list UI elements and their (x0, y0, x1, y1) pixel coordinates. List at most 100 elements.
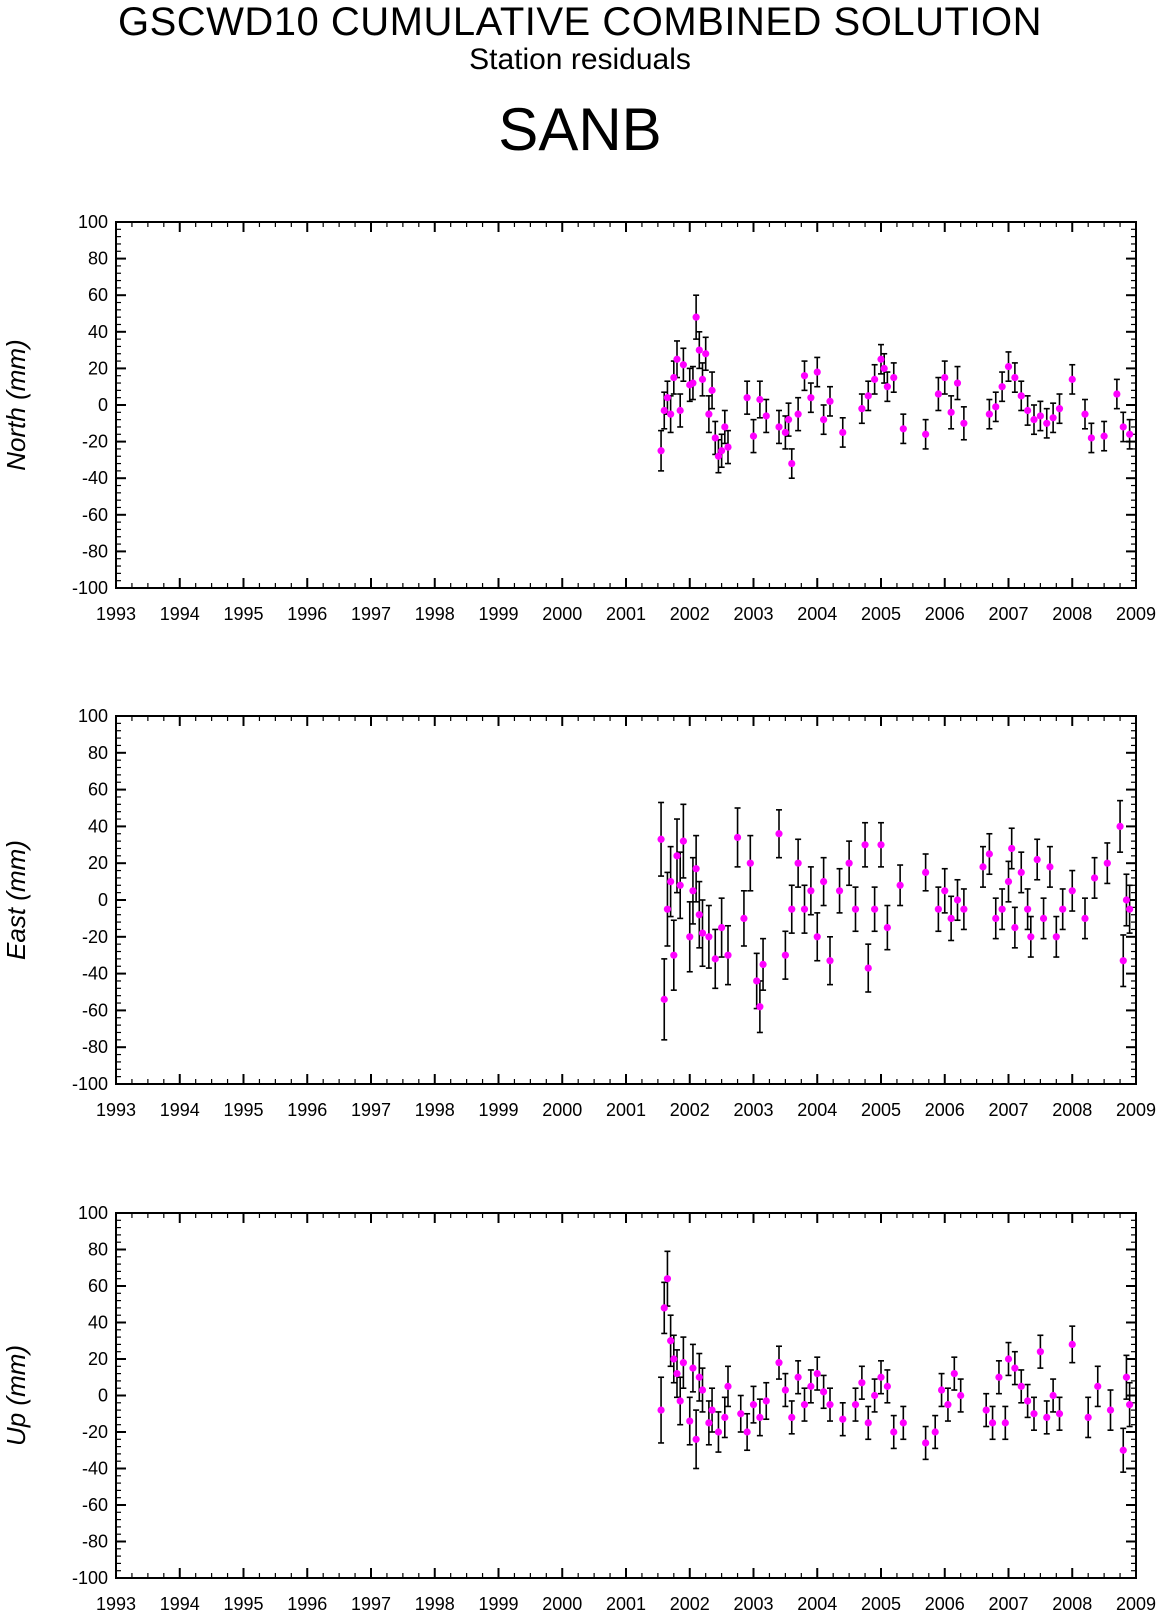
data-point (890, 373, 898, 382)
data-point (762, 1397, 770, 1405)
x-tick-label: 2006 (925, 1594, 965, 1614)
data-point (724, 1382, 732, 1390)
data-point (781, 428, 789, 437)
data-point (864, 1419, 872, 1427)
data-point (743, 1428, 751, 1436)
data-point (839, 428, 847, 437)
x-tick-label: 2008 (1052, 1100, 1092, 1120)
data-point (788, 459, 796, 468)
data-point (1049, 1391, 1057, 1400)
data-point (820, 1388, 828, 1396)
x-tick-label: 1999 (478, 1100, 518, 1120)
x-tick-label: 2009 (1116, 1100, 1156, 1120)
plot-frame (115, 221, 1137, 589)
data-point (1100, 432, 1108, 440)
x-tick-label: 2005 (861, 1100, 901, 1120)
x-tick-label: 2000 (542, 1594, 582, 1614)
data-point (775, 1359, 783, 1367)
x-tick-label: 2000 (542, 1100, 582, 1120)
data-point (657, 1406, 665, 1414)
data-point (992, 403, 1000, 411)
data-point (714, 1428, 723, 1436)
data-point (663, 1275, 672, 1283)
y-tick-label: 0 (98, 1386, 108, 1406)
data-point (800, 905, 809, 913)
page-subtitle: Station residuals (469, 43, 691, 76)
data-point (1033, 855, 1041, 864)
data-point (1113, 390, 1121, 398)
data-point (676, 881, 684, 889)
data-point (721, 1413, 729, 1421)
data-point (957, 1391, 965, 1400)
data-point (896, 881, 904, 889)
y-tick-label: 20 (88, 853, 108, 873)
y-tick-label: -40 (82, 1459, 108, 1479)
x-tick-label: 1997 (351, 1594, 391, 1614)
data-point (718, 447, 726, 455)
data-point (775, 423, 783, 431)
data-point (1126, 430, 1134, 438)
data-point (813, 1370, 821, 1378)
data-point (985, 410, 993, 418)
data-point (673, 355, 681, 363)
x-tick-label: 1996 (287, 604, 327, 624)
data-point (807, 394, 815, 402)
y-tick-label: 40 (88, 816, 108, 836)
data-point (922, 430, 930, 438)
x-tick-label: 1995 (223, 604, 263, 624)
data-point (705, 410, 713, 418)
data-point (947, 408, 955, 416)
data-point (1106, 1406, 1115, 1414)
y-tick-label: -80 (82, 541, 108, 561)
data-point (982, 1406, 990, 1414)
data-point (698, 929, 707, 937)
data-point (733, 833, 742, 842)
x-tick-label: 2007 (988, 1594, 1028, 1614)
data-point (679, 361, 687, 369)
data-point (985, 850, 993, 858)
x-tick-label: 2009 (1116, 1594, 1156, 1614)
x-tick-label: 1993 (96, 604, 136, 624)
data-point (781, 1386, 789, 1394)
data-point (1068, 1340, 1076, 1348)
data-point (724, 443, 732, 451)
data-point (1055, 1410, 1064, 1418)
data-point (711, 955, 719, 963)
data-point (749, 1401, 758, 1409)
x-tick-label: 2005 (861, 604, 901, 624)
x-tick-label: 2001 (606, 604, 646, 624)
data-point (702, 350, 710, 358)
data-point (708, 386, 716, 394)
data-point (1039, 914, 1048, 923)
data-point (998, 383, 1006, 391)
x-tick-label: 2006 (925, 1100, 965, 1120)
data-point (1017, 1382, 1025, 1390)
data-point (746, 859, 754, 867)
page-title: GSCWD10 CUMULATIVE COMBINED SOLUTION (117, 0, 1043, 44)
data-point (1119, 1446, 1127, 1454)
data-point (721, 423, 729, 431)
data-point (922, 868, 930, 877)
data-point (679, 1359, 687, 1367)
x-tick-label: 1999 (478, 604, 518, 624)
y-tick-label: -60 (82, 1000, 108, 1020)
data-point (1052, 933, 1060, 941)
x-tick-label: 2004 (797, 604, 837, 624)
data-point (689, 887, 697, 895)
data-point (992, 914, 1000, 923)
data-point (1126, 1401, 1134, 1409)
data-point (1055, 405, 1064, 413)
data-point (737, 1410, 745, 1418)
data-point (835, 887, 844, 895)
y-tick-label: -20 (82, 927, 108, 947)
data-point (788, 905, 796, 913)
data-point (698, 1386, 707, 1394)
x-tick-label: 1998 (415, 1594, 455, 1614)
data-point (899, 1419, 907, 1427)
data-point (781, 951, 789, 959)
x-tick-label: 2004 (797, 1100, 837, 1120)
data-point (756, 395, 764, 404)
data-point (1090, 874, 1099, 882)
data-point (794, 1373, 802, 1381)
